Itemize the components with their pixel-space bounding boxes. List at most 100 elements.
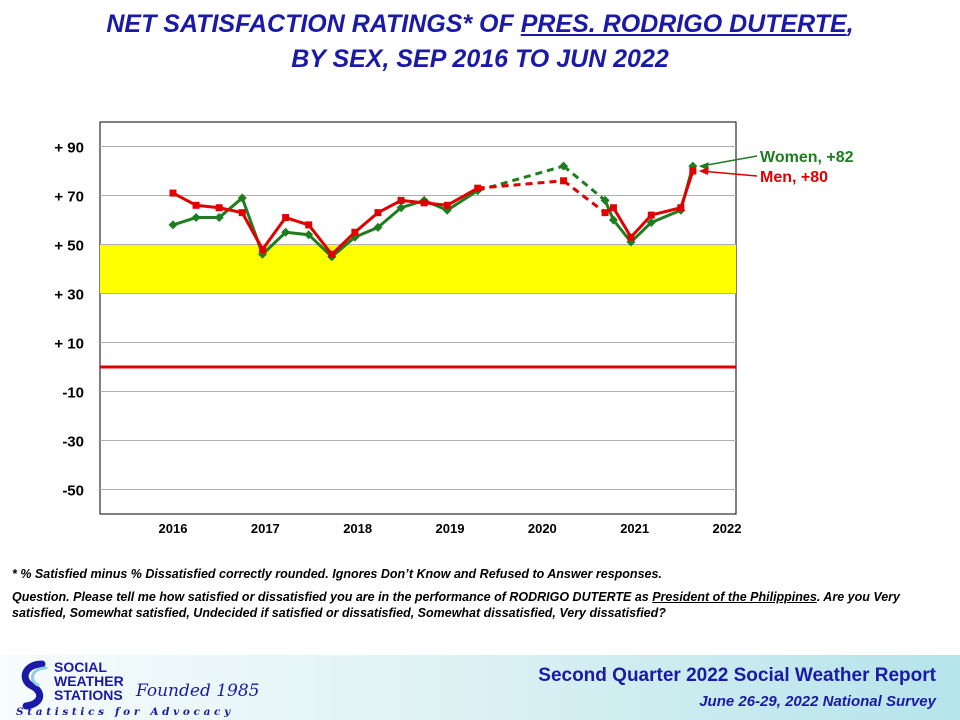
x-tick-label: 2020 — [528, 521, 557, 536]
logo-text-stations: STATIONS — [54, 687, 123, 703]
shaded-band — [100, 244, 736, 294]
women-label-arrow — [700, 155, 758, 167]
chart-title-line2: BY SEX, SEP 2016 TO JUN 2022 — [291, 45, 669, 73]
men-line-segment — [446, 186, 479, 207]
women-line-segment — [307, 233, 333, 258]
y-tick-label: + 50 — [54, 238, 84, 255]
women-line-segment — [330, 236, 356, 258]
men-line-segment — [477, 179, 564, 190]
men-end-label: Men, +80 — [760, 169, 828, 186]
title-part-b: PRES. RODRIGO DUTERTE — [520, 10, 847, 38]
men-point — [238, 209, 246, 217]
men-point — [609, 204, 617, 212]
men-line-segment — [307, 223, 333, 256]
question-part-c: . Are you Very satisfied, Somewhat satis… — [12, 590, 900, 620]
men-line-segment — [285, 216, 310, 227]
women-point — [373, 222, 383, 232]
footnote: * % Satisfied minus % Dissatisfied corre… — [12, 567, 662, 581]
men-line-segment — [353, 211, 379, 234]
chart-title-line1: NET SATISFACTION RATINGS* OF PRES. RODRI… — [0, 10, 960, 39]
y-tick-label: -50 — [62, 483, 84, 500]
line-chart: + 90 + 70 + 50 + 30 + 10 -10 -30 -50 2016 2017 201… — [54, 121, 854, 536]
women-point — [214, 213, 224, 223]
men-point — [259, 245, 267, 253]
men-line-segment — [195, 203, 220, 210]
women-line-segment — [172, 216, 197, 227]
survey-dates: June 26-29, 2022 National Survey — [699, 693, 936, 710]
women-point — [559, 161, 569, 171]
women-point — [396, 203, 406, 213]
report-title: Second Quarter 2022 Social Weather Repor… — [538, 665, 936, 686]
logo-text-weather: WEATHER — [54, 673, 124, 689]
men-point — [420, 199, 428, 207]
men-line-segment — [679, 170, 695, 209]
men-point — [627, 233, 635, 241]
question-text: Question. Please tell me how satisfied o… — [12, 589, 948, 621]
men-line-segment — [377, 199, 402, 214]
sws-logo: SOCIAL WEATHER STATIONS Founded 1985 S t… — [16, 659, 260, 718]
men-label-arrow — [700, 170, 758, 177]
y-tick-label: + 70 — [54, 189, 84, 206]
women-point — [608, 215, 618, 225]
y-tick-label: + 90 — [54, 140, 84, 157]
women-point — [281, 227, 291, 237]
men-line-segment — [400, 198, 425, 205]
women-line-segment — [562, 164, 607, 202]
men-line-segment — [330, 231, 356, 256]
men-point — [397, 196, 405, 204]
y-tick-label: -30 — [62, 434, 84, 451]
logo-text-social: SOCIAL — [54, 659, 107, 675]
x-tick-label: 2019 — [436, 521, 465, 536]
logo-founded: Founded 1985 — [135, 681, 260, 701]
question-part-a: Question. Please tell me how satisfied o… — [12, 590, 653, 604]
women-line-segment — [446, 189, 479, 212]
men-line-segment — [240, 211, 264, 251]
x-tick-label: 2021 — [620, 521, 649, 536]
men-point — [169, 189, 177, 197]
women-point — [168, 220, 178, 230]
x-tick-label: 2017 — [251, 521, 280, 536]
men-line-segment — [423, 201, 448, 207]
men-line-segment — [629, 214, 653, 239]
men-line-segment — [562, 179, 607, 214]
men-arrowhead — [698, 167, 709, 175]
men-point — [474, 184, 482, 192]
men-point — [305, 221, 313, 229]
men-point — [689, 167, 697, 175]
footer-banner: SOCIAL WEATHER STATIONS Founded 1985 S t… — [0, 655, 960, 720]
men-line-segment — [261, 216, 287, 251]
women-line-segment — [377, 206, 403, 229]
women-point — [646, 217, 656, 227]
swirl-logo-icon — [21, 660, 46, 710]
women-line-segment — [261, 231, 287, 256]
x-tick-label: 2016 — [159, 521, 188, 536]
men-line-segment — [172, 191, 197, 207]
men-point — [328, 250, 336, 258]
men-point — [282, 214, 290, 222]
men-point — [192, 201, 200, 209]
women-line-segment — [218, 196, 244, 219]
men-point — [601, 209, 609, 217]
men-point — [215, 204, 223, 212]
title-part-a: NET SATISFACTION RATINGS* OF — [106, 10, 521, 38]
men-line-segment — [218, 206, 243, 215]
women-end-label: Women, +82 — [760, 149, 854, 166]
women-point — [191, 213, 201, 223]
logo-tagline: S t a t i s t i c s f o r A d v o c a c … — [16, 706, 231, 718]
x-tick-label: 2018 — [343, 521, 372, 536]
plot-area — [99, 121, 737, 515]
women-point — [237, 193, 247, 203]
men-point — [443, 201, 451, 209]
men-line-segment — [650, 206, 682, 217]
y-tick-label: -10 — [62, 385, 84, 402]
men-point — [677, 204, 685, 212]
y-tick-label: + 30 — [54, 287, 84, 304]
men-point — [647, 211, 655, 219]
title-part-c: , — [846, 10, 854, 38]
men-line-segment — [612, 206, 633, 238]
y-tick-label: + 10 — [54, 336, 84, 353]
men-point — [351, 228, 359, 236]
women-line-segment — [354, 225, 379, 239]
question-part-b: President of the Philippines — [652, 590, 817, 604]
women-line-segment — [650, 208, 682, 224]
